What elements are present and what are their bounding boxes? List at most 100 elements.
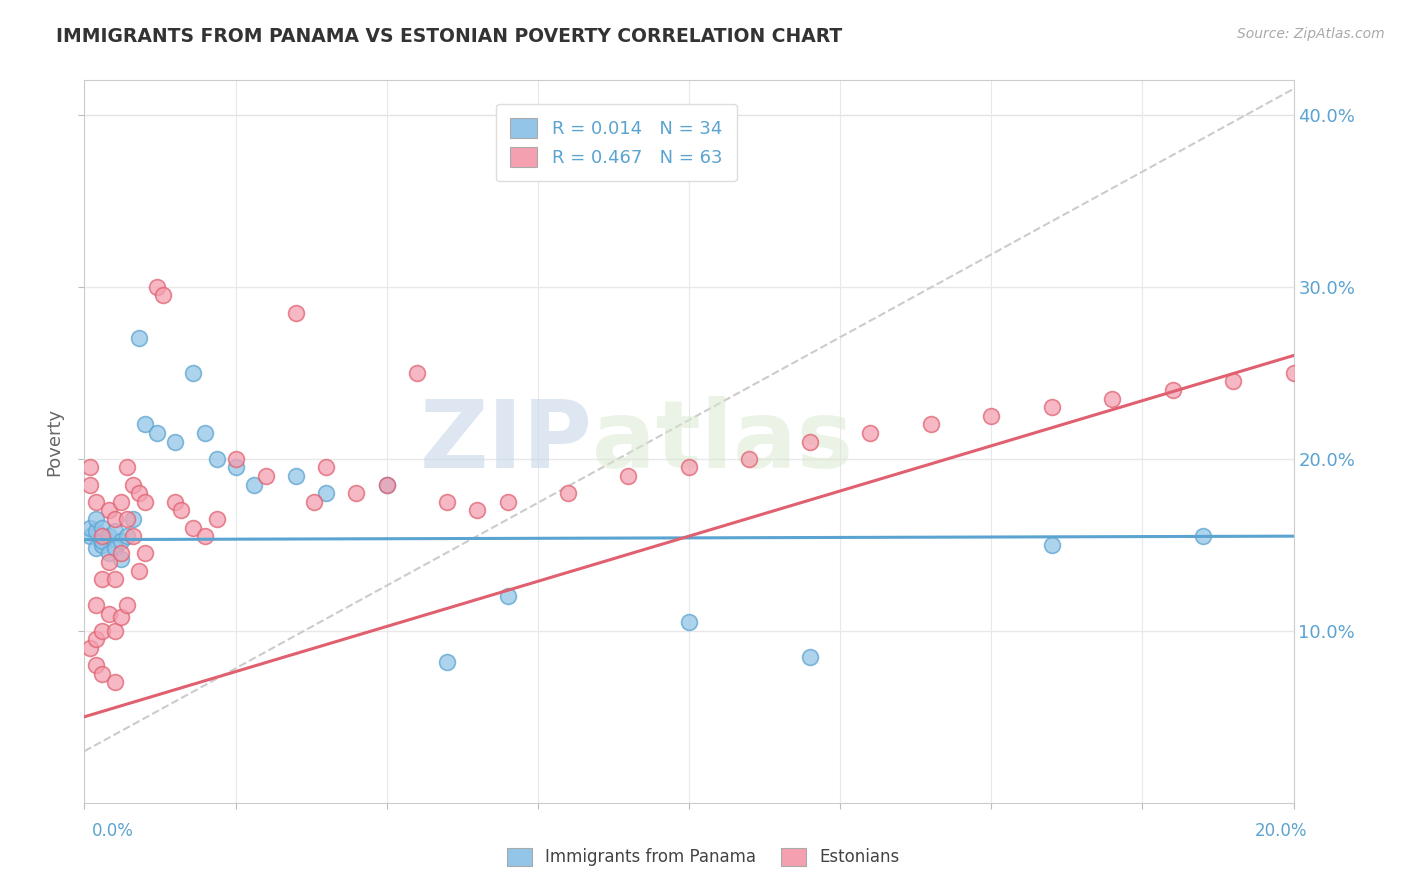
Point [181,366,204,380]
Point [1040,538,1063,552]
Point [496,590,519,604]
Point [110,546,132,560]
Point [375,477,398,491]
Text: ZIP: ZIP [419,395,592,488]
Point [97,529,120,543]
Point [920,417,942,432]
Point [79,529,101,543]
Point [91,534,114,549]
Point [110,610,132,624]
Point [128,486,150,500]
Point [285,469,308,483]
Point [285,305,308,319]
Point [799,434,821,449]
Point [91,520,114,534]
Point [165,434,187,449]
Point [1161,383,1184,397]
Point [79,520,101,534]
Point [467,503,489,517]
Point [128,331,150,345]
Point [302,494,325,508]
Point [678,460,700,475]
Point [557,486,579,500]
Text: IMMIGRANTS FROM PANAMA VS ESTONIAN POVERTY CORRELATION CHART: IMMIGRANTS FROM PANAMA VS ESTONIAN POVER… [56,27,842,45]
Point [152,288,174,302]
Point [128,564,150,578]
Point [1192,529,1215,543]
Point [436,655,458,669]
Point [738,451,761,466]
Point [496,494,519,508]
Point [134,417,156,432]
Point [79,640,101,655]
Text: Source: ZipAtlas.com: Source: ZipAtlas.com [1237,27,1385,41]
Point [1282,366,1305,380]
Point [436,494,458,508]
Point [165,494,187,508]
Point [91,538,114,552]
Point [134,494,156,508]
Point [315,486,337,500]
Point [254,469,277,483]
Y-axis label: Poverty: Poverty [45,408,63,475]
Point [104,512,127,526]
Point [225,460,247,475]
Point [980,409,1002,423]
Point [617,469,640,483]
Point [104,572,127,586]
Point [86,524,108,538]
Point [97,503,120,517]
Point [346,486,368,500]
Point [1343,357,1365,371]
Point [115,460,138,475]
Point [225,451,247,466]
Point [110,494,132,508]
Point [859,425,882,440]
Point [194,529,217,543]
Point [1222,375,1244,389]
Point [115,512,138,526]
Point [1101,392,1123,406]
Point [91,624,114,638]
Point [194,425,217,440]
Point [799,649,821,664]
Text: 0.0%: 0.0% [91,822,134,840]
Point [115,598,138,612]
Point [315,460,337,475]
Point [86,598,108,612]
Point [91,666,114,681]
Point [121,529,143,543]
Point [375,477,398,491]
Text: atlas: atlas [592,395,853,488]
Point [97,607,120,621]
Point [181,520,204,534]
Point [115,529,138,543]
Point [91,529,114,543]
Point [242,477,264,491]
Point [104,541,127,556]
Point [207,512,229,526]
Point [207,451,229,466]
Point [86,658,108,673]
Point [91,572,114,586]
Point [678,615,700,630]
Point [406,366,429,380]
Text: 20.0%: 20.0% [1256,822,1308,840]
Point [110,551,132,566]
Legend: R = 0.014   N = 34, R = 0.467   N = 63: R = 0.014 N = 34, R = 0.467 N = 63 [496,103,737,181]
Point [104,524,127,538]
Point [79,477,101,491]
Point [146,425,169,440]
Point [134,546,156,560]
Point [79,460,101,475]
Point [86,541,108,556]
Point [86,512,108,526]
Point [110,534,132,549]
Point [1403,349,1406,363]
Point [1040,400,1063,414]
Point [146,279,169,293]
Point [97,546,120,560]
Point [121,512,143,526]
Point [170,503,193,517]
Point [86,494,108,508]
